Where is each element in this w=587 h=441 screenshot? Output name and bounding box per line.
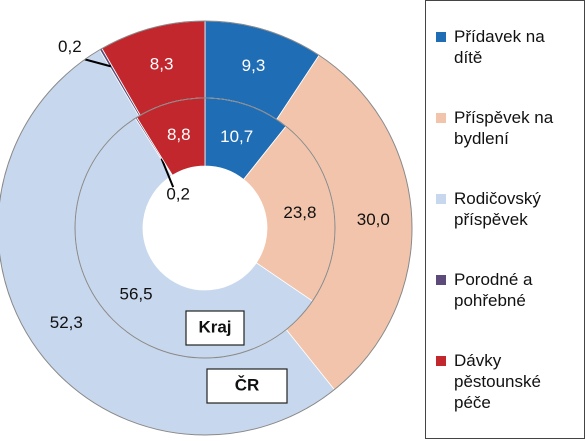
- value-label: 23,8: [283, 203, 316, 222]
- value-label: 8,3: [150, 55, 174, 74]
- donut-area: 9,3 30,0 52,3 0,2 8,3 10,7 23,8 56,5 0,2 8,8 ČR Kra…: [0, 20, 413, 436]
- legend-swatch: [436, 113, 446, 124]
- legend-swatch: [436, 193, 446, 204]
- leader-line: [160, 158, 175, 188]
- value-label: 9,3: [242, 56, 266, 75]
- value-label: 56,5: [120, 284, 153, 303]
- legend-item: Rodičovský příspěvek: [436, 188, 584, 230]
- value-label: 0,2: [166, 185, 190, 204]
- series-name-box: [185, 310, 245, 346]
- ring-outline: [74, 97, 336, 359]
- legend-label: Přídavek na dítě: [454, 27, 545, 68]
- legend-label: Dávky pěstounské péče: [454, 350, 541, 412]
- legend-swatch: [436, 32, 446, 43]
- legend-item: Dávky pěstounské péče: [436, 350, 584, 413]
- value-label: 30,0: [357, 210, 390, 229]
- series-name-box: [206, 368, 288, 404]
- series-name: Kraj: [198, 317, 231, 336]
- legend-item: Přídavek na dítě: [436, 26, 584, 68]
- legend-item: Porodné a pohřebné: [436, 269, 584, 311]
- legend-swatch: [436, 274, 446, 285]
- leader-line: [84, 58, 112, 68]
- value-label: 8,8: [167, 125, 191, 144]
- value-label: 0,2: [58, 37, 82, 56]
- legend-item: Příspěvek na bydlení: [436, 107, 584, 149]
- legend: Přídavek na dítě Příspěvek na bydlení Rodi…: [425, 0, 585, 439]
- legend-swatch: [436, 355, 446, 366]
- legend-label: Rodičovský příspěvek: [454, 188, 541, 229]
- series-name: ČR: [235, 375, 260, 394]
- legend-label: Příspěvek na bydlení: [454, 108, 554, 149]
- value-label: 52,3: [50, 313, 83, 332]
- ring-outline: [0, 20, 413, 436]
- legend-label: Porodné a pohřebné: [454, 269, 533, 310]
- value-label: 10,7: [220, 127, 253, 146]
